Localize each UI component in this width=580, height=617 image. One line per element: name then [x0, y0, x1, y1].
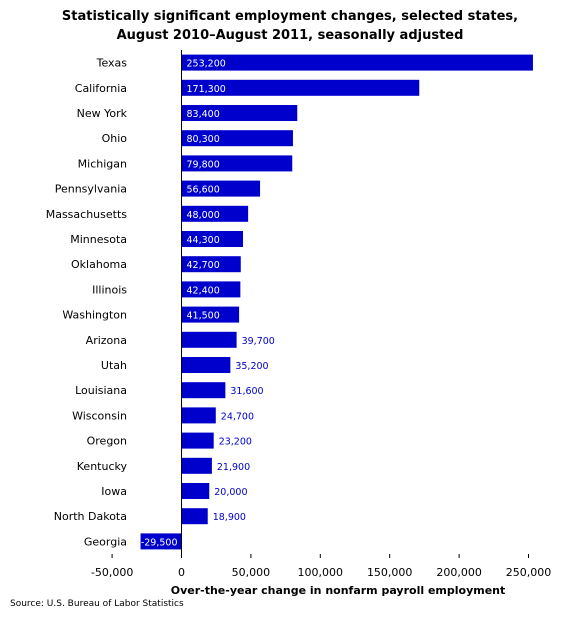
chart-title-line-1: Statistically significant employment cha… [61, 9, 519, 24]
bar [181, 180, 261, 197]
bar [181, 432, 214, 449]
category-label: Illinois [92, 283, 127, 296]
category-label: Michigan [78, 157, 127, 170]
bar [181, 457, 212, 474]
data-label: 42,400 [187, 285, 220, 296]
category-label: New York [77, 107, 128, 120]
data-label: 253,200 [187, 59, 226, 70]
bar [181, 306, 240, 323]
data-label: 56,600 [187, 185, 220, 196]
category-label: Washington [62, 309, 127, 322]
data-label: 39,700 [242, 336, 275, 347]
data-label: 41,500 [187, 311, 220, 322]
data-label: 24,700 [221, 411, 254, 422]
category-label: Iowa [101, 485, 127, 498]
data-label: 44,300 [187, 235, 220, 246]
category-label: Minnesota [70, 233, 127, 246]
bar [181, 231, 243, 247]
bar [181, 382, 226, 399]
x-tick-label: 200,000 [436, 566, 482, 579]
bar [181, 130, 293, 147]
data-label: 31,600 [230, 386, 263, 397]
x-axis-title: Over-the-year change in nonfarm payroll … [171, 584, 506, 597]
x-tick-label: 250,000 [506, 566, 552, 579]
bar [181, 256, 241, 273]
data-label: 21,900 [217, 462, 250, 473]
category-label: Wisconsin [72, 409, 127, 422]
data-label: 35,200 [235, 361, 268, 372]
data-label: 20,000 [214, 487, 247, 498]
category-label: California [75, 82, 127, 95]
data-label: 80,300 [187, 134, 220, 145]
bar [181, 357, 231, 373]
data-label: 83,400 [187, 109, 220, 120]
category-label: North Dakota [54, 510, 127, 523]
x-tick-label: 0 [178, 566, 185, 579]
bar [181, 54, 533, 71]
category-label: Ohio [102, 132, 128, 145]
bar [181, 205, 249, 222]
data-label: 18,900 [213, 512, 246, 523]
bar [181, 281, 241, 298]
category-label: Oklahoma [71, 258, 127, 271]
bar [140, 533, 182, 550]
bar [181, 155, 293, 172]
category-label: Georgia [84, 535, 127, 548]
data-label: 171,300 [187, 84, 226, 95]
category-label: Oregon [87, 435, 127, 448]
bar [181, 407, 216, 424]
category-label: Arizona [86, 334, 127, 347]
data-label: 48,000 [187, 210, 220, 221]
x-tick-label: 50,000 [232, 566, 271, 579]
bar [181, 331, 237, 348]
bar [181, 105, 298, 121]
data-label: -29,500 [141, 537, 178, 548]
category-label: Utah [101, 359, 127, 372]
x-tick-label: 100,000 [298, 566, 344, 579]
data-label: 23,200 [219, 437, 252, 448]
chart-title-line-2: August 2010–August 2011, seasonally adju… [116, 28, 464, 43]
category-label: Louisiana [75, 384, 127, 397]
bar [181, 508, 208, 525]
category-label: Texas [96, 57, 128, 70]
data-label: 79,800 [187, 159, 220, 170]
data-label: 42,700 [187, 260, 220, 271]
category-label: Massachusetts [46, 208, 128, 221]
x-tick-label: 150,000 [367, 566, 413, 579]
chart-title: Statistically significant employment cha… [0, 7, 580, 45]
bar [181, 483, 210, 499]
category-label: Pennsylvania [55, 183, 127, 196]
category-label: Kentucky [77, 460, 128, 473]
x-tick-label: -50,000 [91, 566, 133, 579]
source-note: Source: U.S. Bureau of Labor Statistics [10, 599, 184, 609]
bar [181, 79, 420, 96]
